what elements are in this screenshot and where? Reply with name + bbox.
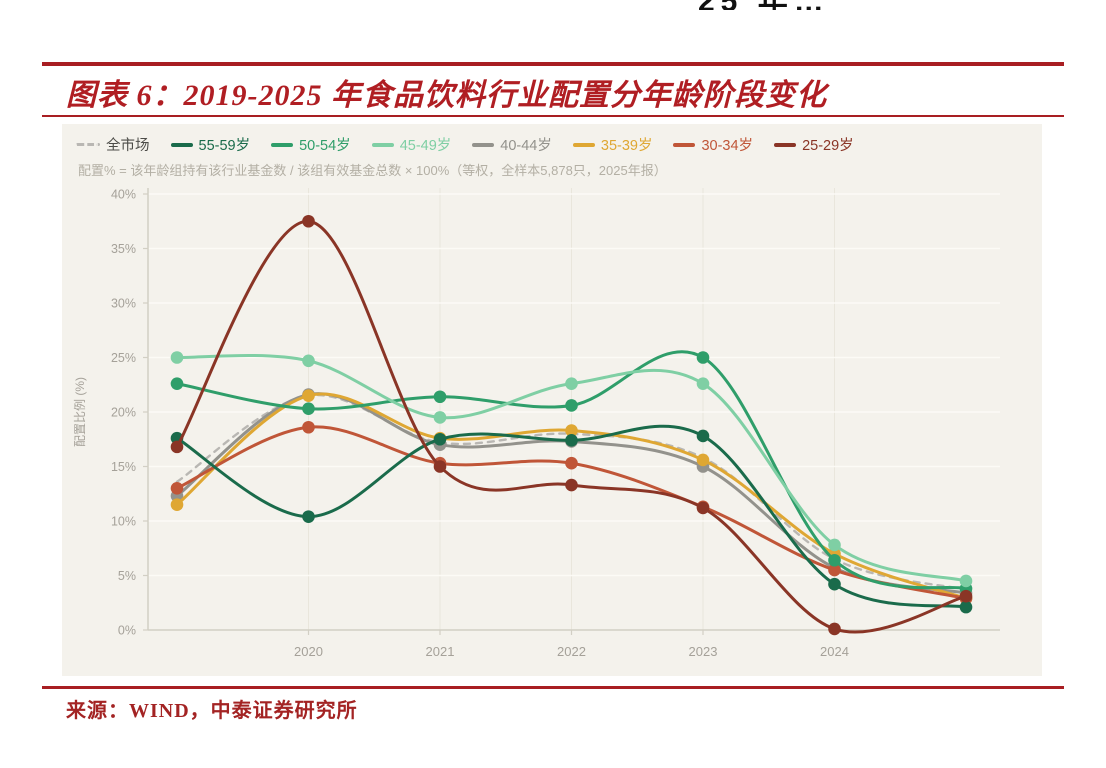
legend-item-30-34岁: 30-34岁 <box>673 134 753 155</box>
legend-item-40-44岁: 40-44岁 <box>472 134 552 155</box>
data-point-55-59岁 <box>696 429 710 443</box>
title-rule-top <box>42 62 1064 66</box>
data-point-35-39岁 <box>696 453 710 467</box>
legend-item-45-49岁: 45-49岁 <box>371 134 452 155</box>
legend-item-55-59岁: 55-59岁 <box>170 134 251 155</box>
legend-swatch-icon <box>271 142 294 147</box>
data-point-45-49岁 <box>828 538 841 552</box>
x-tick-label: 2022 <box>557 644 586 659</box>
legend-swatch-icon <box>673 142 696 147</box>
y-tick-label: 20% <box>111 406 136 420</box>
legend-swatch-icon <box>774 142 797 147</box>
legend-swatch-icon <box>76 143 100 146</box>
legend-item-全市场: 全市场 <box>76 134 150 155</box>
title-rule-bottom <box>42 115 1064 117</box>
data-point-35-39岁 <box>302 389 315 402</box>
data-point-50-54岁 <box>565 399 578 412</box>
data-point-45-49岁 <box>696 377 710 390</box>
data-point-50-54岁 <box>696 351 710 364</box>
legend-label: 50-54岁 <box>299 138 351 154</box>
legend-label: 35-39岁 <box>600 138 653 154</box>
x-tick-label: 2023 <box>689 644 718 659</box>
legend-label: 40-44岁 <box>500 138 552 154</box>
y-tick-label: 5% <box>118 569 136 583</box>
y-tick-label: 10% <box>111 515 136 529</box>
data-point-50-54岁 <box>828 553 841 567</box>
legend-label: 全市场 <box>106 138 150 154</box>
data-point-25-29岁 <box>828 622 841 636</box>
y-tick-label: 15% <box>111 460 136 474</box>
data-point-55-59岁 <box>565 434 578 447</box>
data-point-45-49岁 <box>170 351 184 364</box>
data-point-45-49岁 <box>959 574 973 588</box>
legend-swatch-icon <box>170 142 193 147</box>
footer-rule <box>42 686 1064 689</box>
legend-swatch-icon <box>472 142 495 147</box>
data-point-35-39岁 <box>170 498 184 511</box>
data-point-30-34岁 <box>565 456 578 470</box>
data-point-25-29岁 <box>433 460 447 473</box>
source-note: 来源：WIND，中泰证券研究所 <box>66 700 358 722</box>
y-tick-label: 25% <box>111 351 136 365</box>
data-point-45-49岁 <box>565 377 578 390</box>
y-tick-label: 35% <box>111 242 136 256</box>
clipped-page-heading-fragment: 25 年… <box>698 0 958 10</box>
y-axis-title: 配置比例 (%) <box>73 377 87 447</box>
clipped-heading-text: 25 年… <box>698 0 830 10</box>
y-tick-label: 40% <box>111 188 136 202</box>
data-point-55-59岁 <box>302 510 315 523</box>
data-point-45-49岁 <box>302 354 315 368</box>
data-point-55-59岁 <box>959 600 973 614</box>
y-tick-label: 30% <box>111 297 136 311</box>
y-tick-label: 0% <box>118 624 136 638</box>
data-point-25-29岁 <box>696 501 710 515</box>
data-point-50-54岁 <box>170 377 184 390</box>
x-tick-label: 2024 <box>820 644 849 659</box>
legend-label: 45-49岁 <box>399 138 452 154</box>
figure-title: 图表 6：2019-2025 年食品饮料行业配置分年龄阶段变化 <box>66 79 827 112</box>
legend-label: 25-29岁 <box>802 138 854 154</box>
data-point-35-39岁 <box>565 424 578 437</box>
legend-swatch-icon <box>572 142 595 147</box>
chart-formula-note: 配置% = 该年龄组持有该行业基金数 / 该组有效基金总数 × 100%（等权，… <box>78 163 667 178</box>
legend: 全市场 55-59岁 50-54岁 45-49岁 40-44岁 35-39岁 30-34岁 2… <box>76 134 854 155</box>
data-point-45-49岁 <box>433 411 447 424</box>
data-point-30-34岁 <box>170 482 184 495</box>
line-chart: 2020 2021 2022 2023 2024 0% 5% 10% 15% 20% 25% 30% 3… <box>73 188 1000 659</box>
legend-swatch-icon <box>371 142 394 147</box>
data-point-50-54岁 <box>433 390 447 404</box>
legend-label: 55-59岁 <box>198 138 251 154</box>
chart-panel: 全市场 55-59岁 50-54岁 45-49岁 40-44岁 35-39岁 30-34岁 2… <box>62 124 1042 676</box>
data-point-55-59岁 <box>433 432 447 446</box>
data-point-25-29岁 <box>959 589 973 603</box>
legend-item-35-39岁: 35-39岁 <box>572 134 653 155</box>
data-point-25-29岁 <box>302 214 315 228</box>
legend-item-25-29岁: 25-29岁 <box>774 134 854 155</box>
x-tick-label: 2020 <box>294 644 323 659</box>
legend-label: 30-34岁 <box>701 138 754 154</box>
data-point-30-34岁 <box>828 563 841 577</box>
data-point-25-29岁 <box>170 440 184 454</box>
data-point-30-34岁 <box>302 420 315 434</box>
data-point-25-29岁 <box>565 478 578 492</box>
legend-item-50-54岁: 50-54岁 <box>271 134 351 155</box>
x-tick-label: 2021 <box>426 644 455 659</box>
series-line-25-29岁 <box>175 219 968 634</box>
data-point-55-59岁 <box>828 577 841 591</box>
data-point-50-54岁 <box>302 402 315 416</box>
